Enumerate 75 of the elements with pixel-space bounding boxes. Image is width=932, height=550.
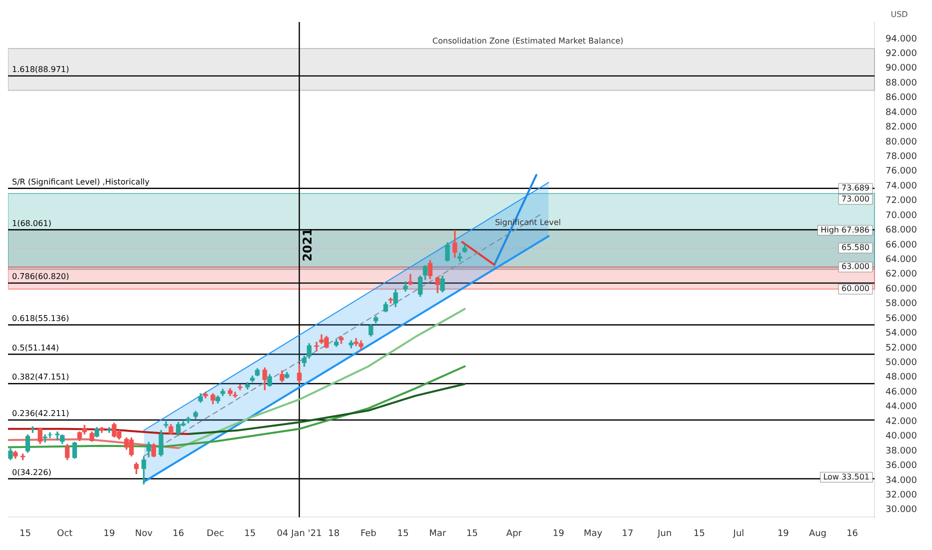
y-tick-label: 50.000 (886, 358, 918, 368)
x-tick-label: Mar (429, 528, 446, 539)
y-tick-label: 76.000 (886, 166, 918, 177)
ref-line-label: 0.786(60.820) (12, 272, 70, 282)
y-tick-label: 86.000 (886, 93, 918, 104)
y-tick-label: 32.000 (886, 490, 918, 500)
x-tick-label: 04 Jan '21 (276, 528, 322, 539)
annotation: 73.000 (842, 194, 870, 204)
y-tick-label: 74.000 (886, 181, 918, 192)
x-tick-label: 18 (328, 528, 340, 539)
y-tick-label: 46.000 (886, 387, 918, 398)
y-tick-label: 60.000 (886, 284, 918, 294)
x-tick-label: May (584, 528, 604, 539)
x-tick-label: 19 (552, 528, 565, 539)
x-tick-label: 16 (172, 528, 184, 539)
y-tick-label: 34.000 (886, 476, 918, 486)
ref-line-label: S/R (Significant Level) ,Historically (12, 177, 150, 186)
ref-line-label: 0.236(42.211) (12, 409, 70, 418)
y-tick-label: 72.000 (886, 196, 918, 206)
y-tick-label: 64.000 (886, 255, 918, 266)
y-tick-label: 40.000 (886, 432, 918, 442)
x-tick-label: Apr (506, 528, 522, 539)
y-tick-label: 90.000 (886, 64, 918, 74)
x-tick-label: 15 (466, 528, 478, 539)
annotation: 60.000 (842, 284, 870, 294)
y-tick-label: 30.000 (886, 505, 918, 516)
x-tick-label: Nov (134, 528, 154, 539)
ref-line-label: 1(68.061) (12, 218, 52, 228)
x-tick-label: Oct (57, 528, 74, 539)
y-tick-label: 36.000 (886, 461, 918, 472)
ref-line-label: 0.5(51.144) (12, 343, 59, 352)
x-tick-label: 15 (20, 528, 32, 539)
x-tick-label: Jul (732, 528, 744, 539)
x-tick-label: Dec (206, 528, 224, 539)
annotation: 73.689 (842, 183, 870, 192)
y-tick-label: 52.000 (886, 343, 918, 354)
x-tick-label: 19 (777, 528, 790, 539)
y-tick-label: 42.000 (886, 416, 918, 427)
y-tick-label: 84.000 (886, 108, 918, 118)
ref-line-label: 0(34.226) (12, 468, 52, 477)
annotation: 63.000 (842, 262, 870, 272)
y-tick-label: 54.000 (886, 328, 918, 339)
y-tick-label: 94.000 (886, 34, 918, 44)
y-tick-label: 70.000 (886, 210, 918, 221)
annotation: 65.580 (842, 243, 870, 252)
ref-line-label: 2021 (300, 228, 314, 262)
y-tick-label: 56.000 (886, 314, 918, 324)
y-tick-label: 82.000 (886, 122, 918, 133)
y-tick-label: 92.000 (886, 48, 918, 59)
ref-line-label: 1.618(88.971) (12, 65, 70, 74)
x-tick-label: Jun (656, 528, 672, 539)
y-tick-label: 62.000 (886, 270, 918, 280)
ref-line-label: 0.382(47.151) (12, 372, 70, 382)
x-tick-label: 19 (103, 528, 116, 539)
band-label: Consolidation Zone (Estimated Market Balance) (432, 36, 624, 46)
y-tick-label: 44.000 (886, 402, 918, 412)
y-tick-label: 38.000 (886, 446, 918, 456)
annotation: Low 33.501 (823, 472, 870, 482)
y-tick-label: 78.000 (886, 152, 918, 162)
x-tick-label: 15 (694, 528, 705, 539)
x-tick-label: 16 (846, 528, 858, 539)
y-tick-label: 68.000 (886, 226, 918, 236)
y-tick-label: 66.000 (886, 240, 918, 250)
y-tick-label: 48.000 (886, 372, 918, 383)
y-tick-label: 58.000 (886, 299, 918, 310)
x-tick-label: 15 (397, 528, 409, 539)
x-tick-label: 15 (244, 528, 256, 539)
x-tick-label: Aug (808, 528, 827, 539)
text: USD (890, 10, 908, 20)
x-tick-label: 17 (622, 528, 634, 539)
annotation: High 67.986 (820, 225, 870, 234)
y-tick-label: 88.000 (886, 78, 918, 88)
ref-line-label: 0.618(55.136) (12, 314, 70, 323)
x-tick-label: Feb (360, 528, 377, 539)
y-tick-label: 80.000 (886, 137, 918, 148)
